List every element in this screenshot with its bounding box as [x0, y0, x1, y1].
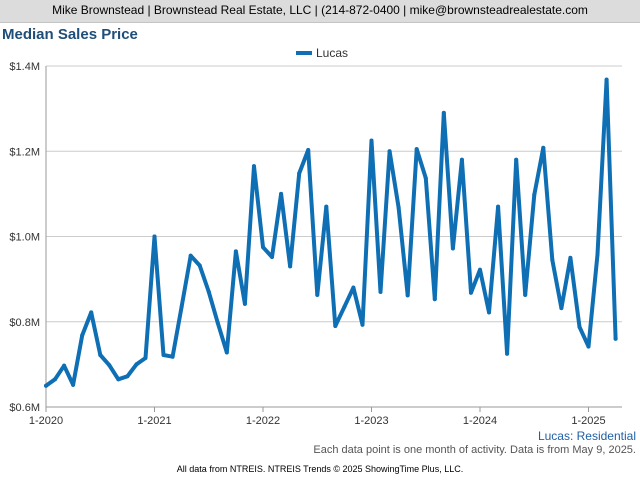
y-tick-label: $1.0M — [9, 232, 40, 244]
data-point — [604, 77, 609, 82]
data-point — [450, 246, 455, 251]
data-point — [306, 147, 311, 152]
axes: $0.6M $0.8M $1.0M $1.2M $1.4M 1-2020 1-2021 1-2… — [9, 61, 622, 427]
data-point — [432, 297, 437, 302]
data-point — [360, 322, 365, 327]
data-point — [288, 264, 293, 269]
data-point — [459, 157, 464, 162]
data-point — [251, 164, 256, 169]
series-layer — [44, 77, 618, 388]
data-point — [44, 383, 48, 388]
data-point — [423, 176, 428, 181]
y-tick-label: $1.4M — [9, 61, 40, 73]
data-point — [441, 110, 446, 115]
data-point — [179, 304, 184, 309]
data-point — [261, 245, 265, 250]
data-point — [568, 255, 573, 260]
data-point — [378, 289, 383, 294]
data-point — [505, 351, 510, 356]
data-point — [351, 285, 356, 290]
data-point — [107, 363, 112, 368]
x-tick-label: 1-2022 — [246, 415, 280, 427]
data-point — [125, 374, 130, 379]
data-point — [143, 355, 148, 360]
data-point — [550, 257, 555, 262]
data-point — [496, 204, 501, 209]
series-line-lucas — [44, 77, 618, 388]
data-point — [188, 253, 193, 258]
data-point — [89, 310, 94, 315]
data-point — [487, 310, 492, 315]
data-point — [197, 263, 202, 268]
data-point — [71, 382, 76, 387]
data-note: Each data point is one month of activity… — [313, 444, 636, 456]
data-point — [242, 301, 247, 306]
data-point — [333, 324, 338, 329]
data-point — [270, 254, 275, 259]
y-tick-label: $1.2M — [9, 146, 40, 158]
x-tick-label: 1-2024 — [463, 415, 497, 427]
data-point — [224, 350, 229, 355]
y-tick-label: $0.8M — [9, 317, 40, 329]
y-tick-label: $0.6M — [9, 402, 40, 414]
header-bar: Mike Brownstead | Brownstead Real Estate… — [0, 0, 640, 23]
data-point — [369, 138, 374, 143]
data-point — [586, 344, 591, 349]
legend: Lucas — [296, 46, 348, 60]
data-point — [315, 292, 320, 297]
data-point — [279, 191, 284, 196]
series-caption: Lucas: Residential — [537, 429, 636, 443]
data-point — [387, 149, 392, 154]
data-source: All data from NTREIS. NTREIS Trends © 20… — [176, 464, 464, 474]
data-point — [324, 204, 329, 209]
data-point — [342, 304, 347, 309]
data-point — [613, 336, 618, 341]
data-point — [396, 205, 401, 210]
x-tick-label: 1-2023 — [354, 415, 388, 427]
data-point — [541, 145, 546, 150]
data-point — [53, 377, 58, 382]
data-point — [559, 306, 564, 311]
data-point — [116, 377, 121, 382]
grid-lines — [46, 65, 622, 408]
data-point — [514, 157, 519, 162]
data-point — [62, 363, 67, 368]
data-point — [233, 249, 238, 254]
data-point — [468, 290, 473, 295]
data-point — [297, 171, 302, 176]
x-tick-label: 1-2021 — [137, 415, 171, 427]
data-point — [98, 352, 103, 357]
data-point — [80, 333, 85, 338]
agent-contact-text: Mike Brownstead | Brownstead Real Estate… — [52, 3, 588, 17]
data-point — [405, 293, 410, 298]
data-point — [414, 147, 419, 152]
data-point — [170, 354, 175, 359]
chart-title: Median Sales Price — [2, 26, 138, 43]
data-point — [152, 234, 157, 239]
x-tick-label: 1-2025 — [571, 415, 605, 427]
data-point — [523, 292, 528, 297]
legend-label: Lucas — [316, 46, 348, 60]
data-point — [215, 321, 220, 326]
data-point — [161, 352, 166, 357]
data-point — [134, 362, 139, 367]
data-point — [595, 252, 600, 257]
data-point — [577, 324, 582, 329]
data-point — [206, 289, 211, 294]
data-point — [532, 192, 537, 197]
data-point — [478, 267, 482, 272]
x-tick-label: 1-2020 — [29, 415, 63, 427]
